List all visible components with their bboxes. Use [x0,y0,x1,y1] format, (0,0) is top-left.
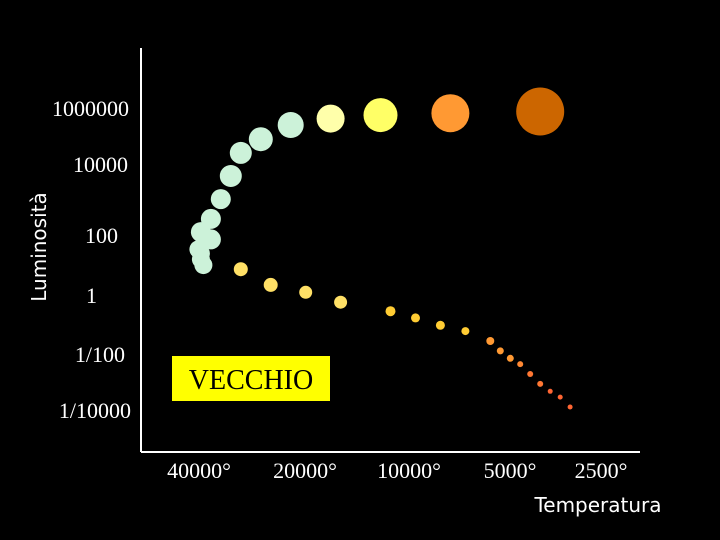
data-point [516,87,565,136]
data-point [496,347,504,355]
data-point [210,189,231,210]
y-tick-label: 1 [86,283,97,308]
x-tick-label: 10000° [377,458,441,483]
data-point [431,94,470,133]
y-tick-labels: 1000000 10000 100 1 1/100 1/10000 [52,96,131,423]
data-point [219,165,242,187]
data-point [277,112,304,138]
data-point [229,141,252,164]
y-axis-label: Luminosità [27,192,51,302]
data-point [567,404,573,410]
annotation-box [172,356,330,401]
data-point [461,327,470,336]
x-tick-label: 2500° [575,458,628,483]
data-point [233,262,248,277]
x-tick-label: 20000° [273,458,337,483]
data-point [263,277,278,292]
data-point [557,394,563,400]
y-tick-label: 10000 [73,152,128,177]
data-point [363,98,398,133]
x-axis-label: Temperatura [533,493,661,517]
x-tick-labels: 40000° 20000° 10000° 5000° 2500° [167,458,627,483]
data-point [385,306,396,317]
data-point [547,388,553,394]
data-point [517,361,524,368]
data-point [200,208,221,229]
y-tick-label: 1/100 [75,342,125,367]
data-point [527,371,534,377]
y-tick-label: 1/10000 [59,398,131,423]
y-tick-label: 100 [85,223,118,248]
annotation-text: VECCHIO [189,365,313,396]
data-point [486,337,495,345]
data-point [194,256,213,275]
data-point [334,295,348,309]
x-tick-label: 5000° [484,458,537,483]
data-point [537,380,544,387]
x-tick-label: 40000° [167,458,231,483]
data-point [316,104,345,133]
axes [140,48,640,453]
data-point [435,320,445,330]
data-point [411,313,420,323]
y-tick-label: 1000000 [52,96,129,121]
data-point [299,285,313,299]
data-point [248,127,273,152]
vecchio-annotation: VECCHIO [172,356,330,401]
data-point [506,354,514,362]
data-points [189,87,573,410]
